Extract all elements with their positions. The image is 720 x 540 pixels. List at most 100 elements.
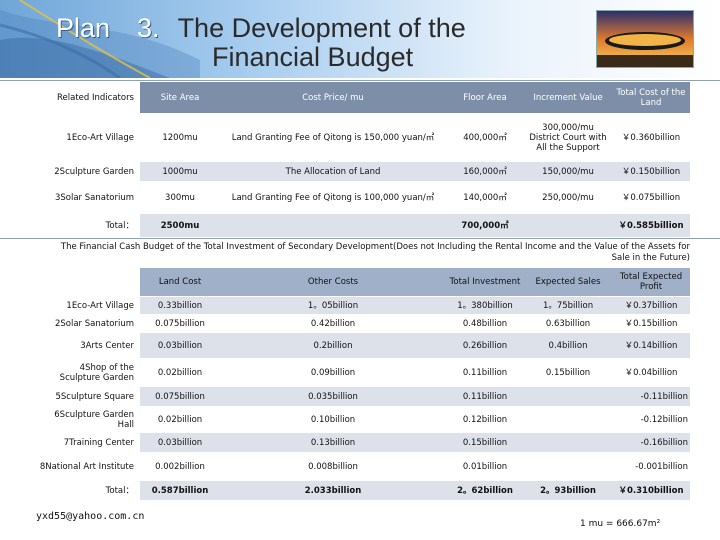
land-cost-cell: 0.33billion (140, 297, 220, 315)
increment-value-cell: 300,000/mu District Court with All the S… (524, 114, 613, 162)
header-other-costs: Other Costs (220, 268, 447, 297)
expected-sales-cell: 1。75billion (524, 297, 613, 315)
total-investment-cell: 0.26billion (446, 333, 525, 359)
cost-price-cell: Land Granting Fee of Qitong is 150,000 y… (220, 114, 447, 162)
expected-profit-cell: ￥0.15billion (612, 315, 691, 333)
land-cost-cell: 0.02billion (140, 359, 220, 387)
header-expected-sales: Expected Sales (524, 268, 613, 297)
total-label: Total： (36, 481, 140, 501)
slide-header: Plan 3. The Development of the Financial … (0, 0, 720, 78)
table-row: 3Arts Center 0.03billion 0.2billion 0.26… (36, 333, 691, 359)
header-land-cost: Land Cost (140, 268, 220, 297)
row-label: 1Eco-Art Village (36, 114, 140, 162)
expected-profit-cell: ￥0.37billion (612, 297, 691, 315)
total-investment-cell: 0.15billion (446, 433, 525, 453)
contact-email: yxd55@yahoo.com.cn (36, 511, 145, 522)
floor-area-cell: 140,000㎡ (446, 182, 525, 214)
floor-area-cell: 160,000㎡ (446, 162, 525, 182)
other-costs-cell: 0.13billion (220, 433, 447, 453)
header-total-cost-land: Total Cost of the Land (612, 82, 691, 114)
total-investment-cell: 0.01billion (446, 453, 525, 481)
total-cost-cell: ￥0.150billion (612, 162, 691, 182)
total-investment: 2。62billion (446, 481, 525, 501)
total-cost-cell: ￥0.075billion (612, 182, 691, 214)
total-empty-cell (524, 214, 613, 238)
total-site-area: 2500mu (140, 214, 220, 238)
cost-price-cell: Land Granting Fee of Qitong is 100,000 y… (220, 182, 447, 214)
table-row: 4Shop of the Sculpture Garden 0.02billio… (36, 359, 691, 387)
table-row: 2Solar Sanatorium 0.075billion 0.42billi… (36, 315, 691, 333)
row-label: 7Training Center (36, 433, 140, 453)
cost-price-cell: The Allocation of Land (220, 162, 447, 182)
investment-budget-table: Land Cost Other Costs Total Investment E… (36, 268, 691, 501)
expected-profit-cell: -0.16billion (612, 433, 691, 453)
row-label: 3Arts Center (36, 333, 140, 359)
site-area-cell: 1200mu (140, 114, 220, 162)
row-label: 5Sculpture Square (36, 387, 140, 407)
header-increment-value: Increment Value (524, 82, 613, 114)
other-costs-cell: 0.42billion (220, 315, 447, 333)
other-costs-cell: 0.008billion (220, 453, 447, 481)
expected-profit-cell: ￥0.04billion (612, 359, 691, 387)
row-label: 1Eco-Art Village (36, 297, 140, 315)
expected-sales-cell (524, 433, 613, 453)
other-costs-cell: 0.09billion (220, 359, 447, 387)
row-label: 8National Art Institute (36, 453, 140, 481)
header-total-expected-profit: Total Expected Profit (612, 268, 691, 297)
row-label: 6Sculpture Garden Hall (36, 407, 140, 433)
header-related-indicators: Related Indicators (36, 82, 140, 114)
expected-profit-cell: -0.12billion (612, 407, 691, 433)
header-blank (36, 268, 140, 297)
total-investment-cell: 0.11billion (446, 387, 525, 407)
table1-total-row: Total： 2500mu 700,000㎡ ￥0.585billion (36, 214, 691, 238)
increment-value-cell: 150,000/mu (524, 162, 613, 182)
expected-sales-cell: 0.15billion (524, 359, 613, 387)
table1-header-row: Related Indicators Site Area Cost Price/… (36, 82, 691, 114)
land-cost-cell: 0.02billion (140, 407, 220, 433)
floor-area-cell: 400,000㎡ (446, 114, 525, 162)
divider-top (0, 80, 720, 81)
header-total-investment: Total Investment (446, 268, 525, 297)
table-row: 3Solar Sanatorium 300mu Land Granting Fe… (36, 182, 691, 214)
expected-sales-cell (524, 387, 613, 407)
row-label: 4Shop of the Sculpture Garden (36, 359, 140, 387)
total-investment-cell: 0.12billion (446, 407, 525, 433)
header-floor-area: Floor Area (446, 82, 525, 114)
total-investment-cell: 1。380billion (446, 297, 525, 315)
slide-title-line1: Plan 3. The Development of the (56, 6, 466, 45)
unit-conversion-note: 1 mu = 666.67m² (580, 519, 661, 529)
expected-profit-cell: -0.11billion (612, 387, 691, 407)
total-floor-area: 700,000㎡ (446, 214, 525, 238)
table2-total-row: Total： 0.587billion 2.033billion 2。62bil… (36, 481, 691, 501)
land-cost-cell: 0.03billion (140, 433, 220, 453)
expected-profit-cell: -0.001billion (612, 453, 691, 481)
table-row: 5Sculpture Square 0.075billion 0.035bill… (36, 387, 691, 407)
budget-note: The Financial Cash Budget of the Total I… (60, 242, 690, 263)
sunset-logo-image (596, 10, 694, 68)
site-area-cell: 1000mu (140, 162, 220, 182)
expected-sales-cell (524, 453, 613, 481)
table-row: 2Sculpture Garden 1000mu The Allocation … (36, 162, 691, 182)
other-costs-cell: 1。05billion (220, 297, 447, 315)
table-row: 7Training Center 0.03billion 0.13billion… (36, 433, 691, 453)
header-site-area: Site Area (140, 82, 220, 114)
row-label: 2Solar Sanatorium (36, 315, 140, 333)
total-expected-sales: 2。93billion (524, 481, 613, 501)
total-empty-cell (220, 214, 447, 238)
row-label: 2Sculpture Garden (36, 162, 140, 182)
increment-value-cell: 250,000/mu (524, 182, 613, 214)
land-cost-cell: 0.002billion (140, 453, 220, 481)
land-cost-table: Related Indicators Site Area Cost Price/… (36, 82, 691, 238)
total-label: Total： (36, 214, 140, 238)
land-cost-cell: 0.075billion (140, 387, 220, 407)
title-text-line1: The Development of the (177, 13, 466, 43)
row-label: 3Solar Sanatorium (36, 182, 140, 214)
slide-title-line2: Financial Budget (212, 42, 414, 72)
other-costs-cell: 0.10billion (220, 407, 447, 433)
table-row: 6Sculpture Garden Hall 0.02billion 0.10b… (36, 407, 691, 433)
expected-sales-cell: 0.63billion (524, 315, 613, 333)
table-row: 8National Art Institute 0.002billion 0.0… (36, 453, 691, 481)
land-cost-cell: 0.075billion (140, 315, 220, 333)
total-investment-cell: 0.11billion (446, 359, 525, 387)
table-row: 1Eco-Art Village 0.33billion 1。05billion… (36, 297, 691, 315)
